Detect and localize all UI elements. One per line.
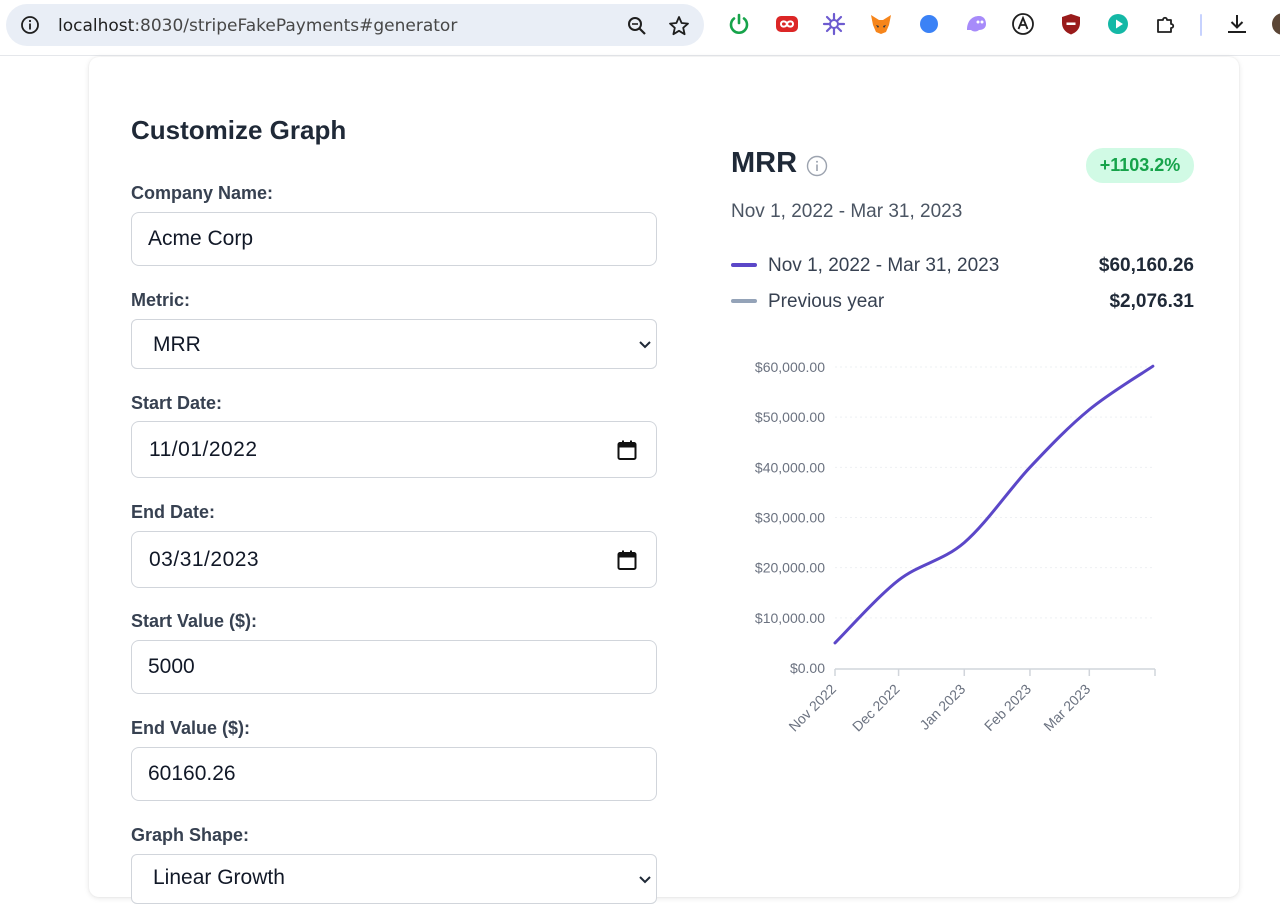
x-tick-label: Jan 2023 — [916, 681, 968, 733]
company-name-label: Company Name: — [131, 183, 273, 204]
shield-icon[interactable] — [1059, 12, 1083, 36]
address-bar[interactable]: localhost:8030/stripeFakePayments#genera… — [6, 4, 704, 46]
legend-swatch-current — [731, 263, 757, 267]
y-tick-label: $40,000.00 — [755, 459, 825, 475]
download-icon[interactable] — [1225, 12, 1249, 36]
y-tick-label: $30,000.00 — [755, 510, 825, 526]
start-value-input[interactable]: 5000 — [131, 640, 657, 694]
avatar[interactable] — [1268, 12, 1280, 36]
start-date-label: Start Date: — [131, 393, 222, 414]
company-name-value: Acme Corp — [148, 227, 253, 251]
power-icon[interactable] — [727, 12, 751, 36]
x-tick-label: Mar 2023 — [1040, 681, 1093, 734]
end-value-label: End Value ($): — [131, 718, 250, 739]
metric-select-value: MRR — [153, 333, 201, 357]
start-value-label: Start Value ($): — [131, 611, 257, 632]
legend-value-current: $60,160.26 — [1099, 255, 1194, 277]
chevron-down-icon — [637, 871, 653, 887]
browser-toolbar: localhost:8030/stripeFakePayments#genera… — [0, 0, 1280, 56]
graph-shape-select[interactable]: Linear Growth — [131, 854, 657, 904]
end-value-value: 60160.26 — [148, 762, 236, 786]
y-tick-label: $10,000.00 — [755, 610, 825, 626]
start-date-value: 11/01/2022 — [149, 438, 258, 462]
url-host: localhost — [58, 16, 134, 36]
date-range: Nov 1, 2022 - Mar 31, 2023 — [731, 201, 962, 223]
info-icon[interactable] — [806, 155, 828, 177]
legend-swatch-previous — [731, 299, 757, 303]
calendar-icon[interactable] — [616, 549, 638, 571]
y-tick-label: $50,000.00 — [755, 409, 825, 425]
end-value-input[interactable]: 60160.26 — [131, 747, 657, 801]
site-info-icon[interactable] — [20, 15, 40, 35]
url-text[interactable]: localhost:8030/stripeFakePayments#genera… — [58, 16, 457, 36]
puzzle-icon[interactable] — [1154, 12, 1178, 36]
url-path: :8030/stripeFakePayments#generator — [134, 16, 457, 36]
ghost-icon[interactable] — [964, 12, 988, 36]
mrr-line-chart: $0.00 $10,000.00 $20,000.00 $30,000.00 $40,0… — [730, 350, 1170, 760]
company-name-input[interactable]: Acme Corp — [131, 212, 657, 266]
y-tick-label: $60,000.00 — [755, 359, 825, 375]
graph-shape-label: Graph Shape: — [131, 825, 249, 846]
legend-label-previous: Previous year — [768, 291, 884, 313]
end-date-input[interactable]: 03/31/2023 — [131, 531, 657, 588]
blue-dot-icon[interactable] — [917, 12, 941, 36]
x-tick-label: Dec 2022 — [849, 681, 903, 735]
a-circle-icon[interactable] — [1011, 12, 1035, 36]
play-icon[interactable] — [1106, 12, 1130, 36]
calendar-icon[interactable] — [616, 439, 638, 461]
legend-value-previous: $2,076.31 — [1109, 291, 1194, 313]
toolbar-separator — [1200, 14, 1202, 36]
graph-shape-value: Linear Growth — [153, 866, 285, 890]
fox-icon[interactable] — [869, 12, 893, 36]
asterisk-icon[interactable] — [822, 12, 846, 36]
chevron-down-icon — [637, 336, 653, 352]
change-badge: +1103.2% — [1086, 148, 1194, 183]
metric-title: MRR — [731, 147, 797, 180]
end-date-value: 03/31/2023 — [149, 548, 259, 572]
zoom-icon[interactable] — [626, 15, 648, 37]
start-value-value: 5000 — [148, 655, 195, 679]
legend-label-current: Nov 1, 2022 - Mar 31, 2023 — [768, 255, 999, 277]
end-date-label: End Date: — [131, 502, 215, 523]
metric-label: Metric: — [131, 290, 190, 311]
start-date-input[interactable]: 11/01/2022 — [131, 421, 657, 478]
form-title: Customize Graph — [131, 115, 346, 146]
metric-select[interactable]: MRR — [131, 319, 657, 369]
y-tick-label: $20,000.00 — [755, 560, 825, 576]
bookmark-star-icon[interactable] — [668, 15, 690, 37]
infinity-icon[interactable] — [775, 12, 799, 36]
x-tick-label: Nov 2022 — [785, 681, 839, 735]
series-line — [835, 366, 1153, 643]
x-tick-label: Feb 2023 — [981, 681, 1034, 734]
y-tick-label: $0.00 — [790, 660, 825, 676]
